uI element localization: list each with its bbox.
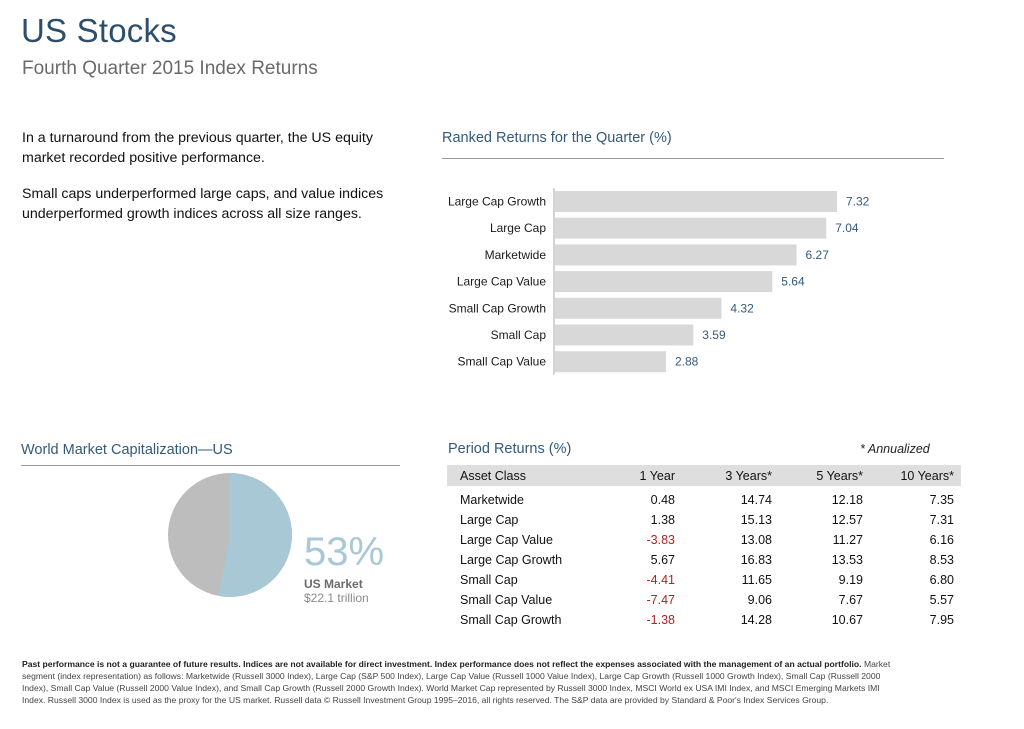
bar-value-label: 5.64 <box>781 275 805 289</box>
column-header-3-years: 3 Years* <box>675 465 772 486</box>
bar-large-cap-value <box>555 271 773 293</box>
column-header-asset-class: Asset Class <box>447 465 605 486</box>
column-header-1-year: 1 Year <box>605 465 675 486</box>
table-row: Small Cap Growth -1.38 14.28 10.67 7.95 <box>447 610 961 630</box>
ranked-returns-heading: Ranked Returns for the Quarter (%) <box>442 130 672 146</box>
return-cell: -1.38 <box>646 613 676 627</box>
bar-small-cap-value <box>555 351 666 373</box>
return-cell: 12.57 <box>831 513 863 527</box>
return-cell: 6.16 <box>929 533 954 547</box>
return-cell: 9.06 <box>747 593 772 607</box>
return-cell: 1.38 <box>650 513 675 527</box>
period-returns-heading: Period Returns (%) <box>448 441 572 457</box>
bar-large-cap-growth <box>555 191 837 212</box>
intro-paragraph-2: Small caps underperformed large caps, an… <box>22 186 384 222</box>
return-cell: 14.74 <box>740 493 772 507</box>
bar-value-label: 2.88 <box>675 355 699 369</box>
return-cell: 7.67 <box>838 593 863 607</box>
annualized-note: * Annualized <box>860 442 930 456</box>
bar-category-label: Large Cap Growth <box>448 195 546 209</box>
intro-paragraph-1: In a turnaround from the previous quarte… <box>22 130 373 166</box>
bar-value-label: 6.27 <box>806 248 830 262</box>
return-cell: 0.48 <box>650 493 675 507</box>
table-row: Small Cap Value -7.47 9.06 7.67 5.57 <box>447 590 961 610</box>
asset-class-cell: Small Cap Growth <box>460 613 562 627</box>
return-cell: 8.53 <box>929 553 954 567</box>
return-cell: -4.41 <box>646 573 676 587</box>
return-cell: 11.65 <box>741 573 772 587</box>
bar-value-label: 4.32 <box>730 301 754 315</box>
world-cap-heading: World Market Capitalization—US <box>21 442 233 458</box>
asset-class-cell: Marketwide <box>460 493 524 507</box>
bar-category-label: Large Cap Value <box>457 275 547 289</box>
return-cell: 11.27 <box>832 533 863 547</box>
return-cell: 16.83 <box>740 553 772 567</box>
bar-marketwide <box>555 244 797 266</box>
table-header-row: Asset Class 1 Year 3 Years* 5 Years* 10 … <box>447 465 961 486</box>
world-cap-pie-chart <box>168 473 293 597</box>
asset-class-cell: Large Cap <box>460 513 519 527</box>
bar-small-cap-growth <box>555 297 722 319</box>
disclaimer-bold: Past performance is not a guarantee of f… <box>22 659 862 669</box>
ranked-returns-bar-chart: Large Cap Growth 7.32 Large Cap 7.04 Marketw… <box>448 188 870 375</box>
return-cell: 7.31 <box>929 513 954 527</box>
table-row: Large Cap Growth 5.67 16.83 13.53 8.53 <box>447 550 961 570</box>
bar-category-label: Large Cap <box>490 221 546 235</box>
us-market-value: $22.1 trillion <box>304 591 369 605</box>
period-returns-table: Asset Class 1 Year 3 Years* 5 Years* 10 … <box>447 465 961 630</box>
return-cell: 9.19 <box>838 573 863 587</box>
table-row: Large Cap 1.38 15.13 12.57 7.31 <box>447 510 961 530</box>
return-cell: 10.67 <box>831 613 863 627</box>
page-title: US Stocks <box>21 12 177 49</box>
page-subtitle: Fourth Quarter 2015 Index Returns <box>22 58 318 79</box>
asset-class-cell: Small Cap <box>460 573 518 587</box>
return-cell: 5.67 <box>650 553 675 567</box>
return-cell: 7.35 <box>929 493 954 507</box>
column-header-10-years: 10 Years* <box>863 465 961 486</box>
intro-text: In a turnaround from the previous quarte… <box>22 128 402 240</box>
disclaimer-footnote: Past performance is not a guarantee of f… <box>22 658 892 706</box>
bar-category-label: Small Cap Value <box>458 355 547 369</box>
asset-class-cell: Large Cap Value <box>460 533 553 547</box>
table-row: Large Cap Value -3.83 13.08 11.27 6.16 <box>447 530 961 550</box>
disclaimer-body: Market segment (index representation) as… <box>22 659 891 705</box>
column-header-5-years: 5 Years* <box>772 465 863 486</box>
return-cell: 12.18 <box>831 493 863 507</box>
table-row: Marketwide 0.48 14.74 12.18 7.35 <box>447 486 961 510</box>
bar-small-cap <box>555 324 694 346</box>
pie-slice-us <box>218 473 293 597</box>
us-market-label: US Market <box>304 577 363 591</box>
bar-value-label: 7.04 <box>835 221 859 235</box>
bar-value-label: 7.32 <box>846 195 870 209</box>
return-cell: 7.95 <box>929 613 954 627</box>
world-cap-divider <box>21 465 400 466</box>
bar-value-label: 3.59 <box>702 328 726 342</box>
bar-category-label: Marketwide <box>485 248 547 262</box>
return-cell: -3.83 <box>646 533 676 547</box>
us-market-percent: 53% <box>304 530 385 574</box>
ranked-returns-divider <box>442 158 944 159</box>
bar-category-label: Small Cap Growth <box>449 301 546 315</box>
bar-large-cap <box>555 217 827 239</box>
return-cell: 13.53 <box>831 553 863 567</box>
asset-class-cell: Large Cap Growth <box>460 553 563 567</box>
return-cell: -7.47 <box>646 593 676 607</box>
return-cell: 14.28 <box>740 613 772 627</box>
asset-class-cell: Small Cap Value <box>460 593 553 607</box>
return-cell: 13.08 <box>740 533 772 547</box>
return-cell: 5.57 <box>929 593 954 607</box>
return-cell: 6.80 <box>929 573 954 587</box>
bar-category-label: Small Cap <box>491 328 547 342</box>
table-row: Small Cap -4.41 11.65 9.19 6.80 <box>447 570 961 590</box>
return-cell: 15.13 <box>740 513 772 527</box>
